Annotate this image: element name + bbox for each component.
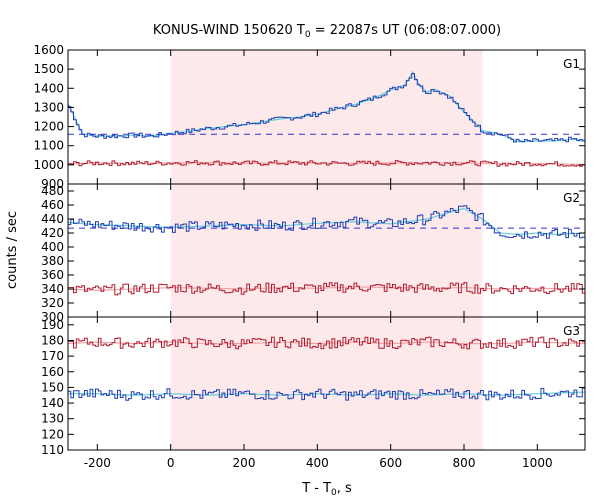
y-tick-label: 150 — [41, 380, 64, 394]
series-line-g3-1 — [68, 387, 585, 401]
y-tick-label: 1500 — [33, 62, 64, 76]
y-tick-label: 140 — [41, 396, 64, 410]
y-tick-label: 440 — [41, 212, 64, 226]
y-tick-label: 340 — [41, 282, 64, 296]
y-tick-label: 1600 — [33, 43, 64, 57]
y-tick-label: 180 — [41, 333, 64, 347]
model-curve-g2-0 — [67, 207, 586, 236]
model-curve-g2-1 — [67, 286, 586, 292]
series-line-g2-1 — [68, 282, 585, 296]
y-tick-label: 130 — [41, 412, 64, 426]
y-tick-label: 1100 — [33, 139, 64, 153]
highlight-interval — [170, 50, 483, 450]
x-tick-label: 400 — [306, 456, 329, 470]
y-tick-label: 1300 — [33, 100, 64, 114]
y-tick-label: 110 — [41, 443, 64, 457]
y-tick-label: 1000 — [33, 158, 64, 172]
y-tick-label: 400 — [41, 240, 64, 254]
y-tick-label: 420 — [41, 226, 64, 240]
y-tick-label: 320 — [41, 296, 64, 310]
y-tick-label: 460 — [41, 198, 64, 212]
x-tick-label: 200 — [233, 456, 256, 470]
series-line-g1-1 — [68, 160, 585, 167]
series-line-g3-0 — [68, 336, 585, 350]
y-tick-label: 170 — [41, 349, 64, 363]
x-tick-label: 0 — [167, 456, 175, 470]
y-tick-label: 1400 — [33, 81, 64, 95]
x-tick-label: -200 — [84, 456, 111, 470]
y-tick-label: 480 — [41, 184, 64, 198]
y-tick-label: 380 — [41, 254, 64, 268]
panel-g1: 900 1000 1100 1200 1300 1400 1500 1600 G1 — [33, 43, 586, 191]
x-tick-label: 800 — [453, 456, 476, 470]
y-tick-label: 300 — [41, 310, 64, 324]
panel-label: G3 — [563, 324, 580, 338]
y-tick-label: 190 — [41, 318, 64, 332]
panel-label: G1 — [563, 57, 580, 71]
x-tick-label: 600 — [379, 456, 402, 470]
y-axis-label: counts / sec — [5, 211, 20, 289]
y-tick-label: 160 — [41, 365, 64, 379]
panel-label: G2 — [563, 191, 580, 205]
x-tick-label: 1000 — [522, 456, 553, 470]
x-axis-label: T - T0, s — [301, 481, 352, 498]
y-tick-label: 900 — [41, 177, 64, 191]
series-line-g2-0 — [68, 205, 585, 239]
chart-title: KONUS-WIND 150620 T0 = 22087s UT (06:08:… — [153, 23, 501, 40]
panel-frame-g3 — [67, 316, 586, 451]
y-tick-label: 1200 — [33, 120, 64, 134]
y-tick-label: 120 — [41, 427, 64, 441]
y-tick-label: 360 — [41, 268, 64, 282]
